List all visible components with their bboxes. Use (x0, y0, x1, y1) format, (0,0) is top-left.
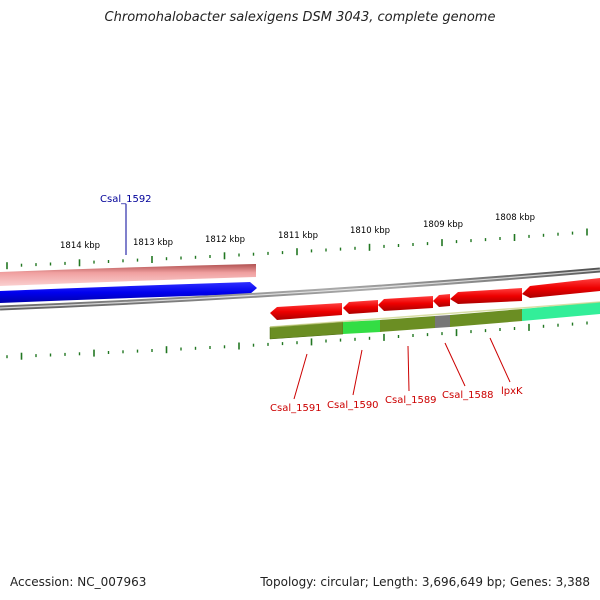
tick-label-1810: 1810 kbp (350, 226, 390, 236)
tick-label-1812: 1812 kbp (205, 235, 245, 245)
label-line-csal-1590 (352, 349, 363, 396)
scale-labels: 1814 kbp 1813 kbp 1812 kbp 1811 kbp 1810… (60, 213, 535, 251)
gene-csal-1591[interactable] (270, 303, 342, 320)
band-segment-olive-3 (450, 309, 522, 327)
label-line-csal-1589 (407, 345, 410, 392)
gene-continuing[interactable] (522, 278, 600, 298)
upper-scale-ticks (6, 228, 588, 270)
tick-label-1813: 1813 kbp (133, 238, 173, 248)
label-csal-1589[interactable]: Csal_1589 (385, 395, 437, 406)
gene-csal-1592[interactable] (0, 282, 257, 303)
band-segment-green (343, 320, 380, 334)
label-csal-1592[interactable]: Csal_1592 (100, 194, 152, 205)
band-segment-olive-2 (380, 316, 435, 332)
genome-backbone-highlight (0, 269, 600, 309)
label-line-lpxk (489, 337, 511, 383)
accession-text: Accession: NC_007963 (10, 575, 147, 589)
genome-summary-text: Topology: circular; Length: 3,696,649 bp… (260, 575, 590, 589)
tick-label-1811: 1811 kbp (278, 231, 318, 241)
label-csal-1590[interactable]: Csal_1590 (327, 400, 379, 411)
label-lpxk[interactable]: lpxK (501, 386, 523, 397)
gene-csal-1588[interactable] (433, 294, 450, 307)
gene-csal-1590[interactable] (343, 300, 378, 314)
gene-lpxk[interactable] (450, 288, 522, 304)
gene-csal-1589[interactable] (378, 296, 433, 311)
reverse-genes (270, 278, 600, 320)
lower-scale-ticks (6, 321, 588, 360)
label-line-csal-1591 (293, 353, 308, 400)
tick-label-1808: 1808 kbp (495, 213, 535, 223)
tick-label-1809: 1809 kbp (423, 220, 463, 230)
tick-label-1814: 1814 kbp (60, 241, 100, 251)
annotation-band (269, 301, 600, 340)
label-csal-1588[interactable]: Csal_1588 (442, 390, 494, 401)
band-top-shade (269, 301, 600, 328)
map-title: Chromohalobacter salexigens DSM 3043, co… (104, 10, 496, 25)
reverse-gene-labels: Csal_1591 Csal_1590 Csal_1589 Csal_1588 … (270, 337, 523, 414)
label-csal-1591[interactable]: Csal_1591 (270, 403, 322, 414)
forward-gene-labels: Csal_1592 (100, 194, 152, 255)
band-segment-teal (522, 302, 600, 321)
forward-strand-band (0, 264, 256, 286)
label-line-csal-1588 (444, 342, 466, 387)
band-segment-grey (435, 315, 450, 328)
